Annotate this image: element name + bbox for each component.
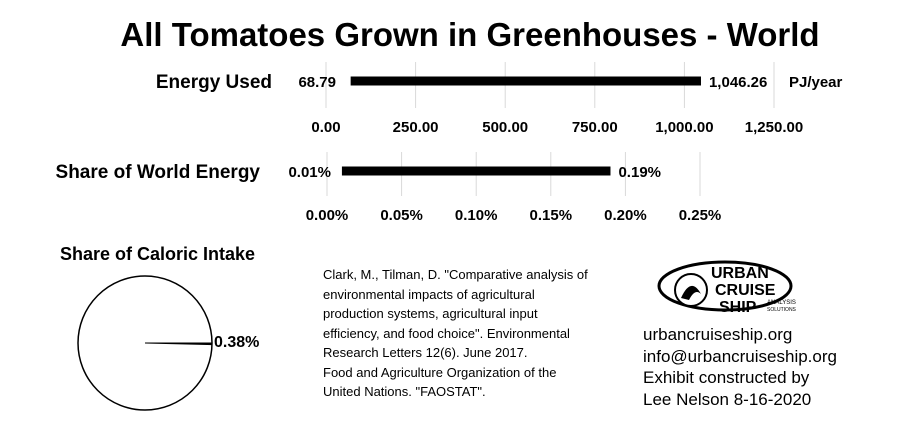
tick-label: 0.10% xyxy=(455,207,498,224)
references: Clark, M., Tilman, D. "Comparative analy… xyxy=(323,265,623,402)
share-axis-ticks: 0.00% 0.05% 0.10% 0.15% 0.20% 0.25% xyxy=(306,207,722,224)
pie-title: Share of Caloric Intake xyxy=(60,244,256,264)
share-max-value: 0.19% xyxy=(618,164,661,181)
logo-line3: SHIP xyxy=(719,299,757,316)
contact-line: Lee Nelson 8-16-2020 xyxy=(643,389,812,409)
logo-tag2: SOLUTIONS xyxy=(767,307,797,313)
caloric-pie-chart xyxy=(77,275,213,411)
tick-label: 750.00 xyxy=(572,119,618,136)
share-min-value: 0.01% xyxy=(288,164,331,181)
energy-unit: PJ/year xyxy=(789,74,843,91)
reference-line: efficiency, and food choice". Environmen… xyxy=(323,325,570,341)
energy-used-chart: Energy Used 68.79 1,046.26 PJ/year 0.00 2… xyxy=(156,62,843,136)
reference-line: production systems, agricultural input xyxy=(323,306,538,321)
energy-axis-ticks: 0.00 250.00 500.00 750.00 1,000.00 1,250.00 xyxy=(311,119,803,136)
energy-used-label: Energy Used xyxy=(156,72,272,93)
tick-label: 0.05% xyxy=(380,207,423,224)
tick-label: 0.00% xyxy=(306,207,349,224)
tick-label: 0.15% xyxy=(530,207,573,224)
energy-range-bar xyxy=(350,76,701,86)
tick-label: 1,000.00 xyxy=(655,119,713,136)
tick-label: 500.00 xyxy=(482,119,528,136)
logo-line1: URBAN xyxy=(711,265,769,282)
tick-label: 0.00 xyxy=(311,119,340,136)
reference-line: United Nations. "FAOSTAT". xyxy=(323,384,486,399)
contact-line: info@urbancruiseship.org xyxy=(643,346,837,366)
reference-line: Food and Agriculture Organization of the xyxy=(323,364,557,380)
reference-line: environmental impacts of agricultural xyxy=(323,286,535,302)
logo-line2: CRUISE xyxy=(715,282,776,299)
tick-label: 1,250.00 xyxy=(745,119,803,136)
contact-line: urbancruiseship.org xyxy=(643,325,793,344)
tick-label: 250.00 xyxy=(393,119,439,136)
reference-line: Research Letters 12(6). June 2017. xyxy=(323,345,528,360)
energy-max-value: 1,046.26 xyxy=(709,74,767,91)
chart-title: All Tomatoes Grown in Greenhouses - Worl… xyxy=(120,16,820,53)
tick-label: 0.25% xyxy=(679,207,722,224)
pie-slice-label: 0.38% xyxy=(214,334,260,351)
urban-cruise-ship-logo: URBAN CRUISE SHIP ANALYSIS SOLUTIONS xyxy=(657,260,797,316)
contact-info: urbancruiseship.org info@urbancruiseship… xyxy=(643,324,837,410)
energy-min-value: 68.79 xyxy=(298,74,336,91)
tick-label: 0.20% xyxy=(604,207,647,224)
contact-line: Exhibit constructed by xyxy=(643,368,810,387)
reference-line: Clark, M., Tilman, D. "Comparative analy… xyxy=(323,267,588,282)
share-world-energy-label: Share of World Energy xyxy=(56,162,261,183)
share-range-bar xyxy=(341,166,611,176)
pie-tomato-slice xyxy=(144,342,213,346)
logo-tag1: ANALYSIS xyxy=(767,300,796,306)
share-world-energy-chart: Share of World Energy 0.01% 0.19% 0.00% 0… xyxy=(56,152,722,224)
